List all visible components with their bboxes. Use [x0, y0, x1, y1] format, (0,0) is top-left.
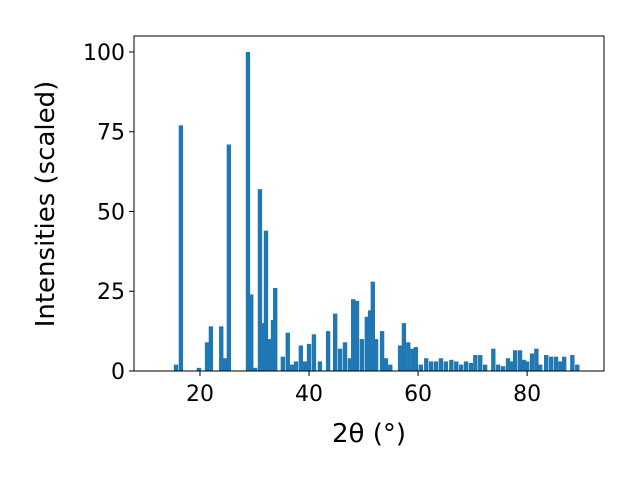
bar — [575, 364, 580, 371]
y-axis-label: Intensities (scaled) — [31, 81, 61, 328]
bar — [433, 361, 439, 371]
bar — [222, 358, 228, 371]
bar — [196, 367, 202, 371]
x-tick-label: 40 — [295, 382, 323, 407]
bar — [496, 364, 501, 371]
bar — [204, 342, 210, 371]
bar — [553, 356, 559, 371]
bar — [500, 366, 506, 371]
x-axis-label: 2θ (°) — [332, 419, 406, 449]
bar — [367, 310, 373, 371]
bar — [410, 348, 415, 371]
bar — [548, 356, 554, 371]
bar — [458, 364, 464, 371]
bar — [538, 364, 543, 371]
bar — [263, 230, 269, 371]
bar — [383, 358, 389, 371]
bar — [505, 358, 511, 371]
bar — [463, 361, 469, 371]
bar — [293, 361, 299, 371]
bar — [424, 358, 429, 371]
bar — [267, 339, 272, 371]
bar — [208, 326, 214, 371]
bar — [438, 358, 444, 371]
bar — [252, 367, 258, 371]
bar — [342, 342, 348, 371]
y-tick-label: 25 — [97, 280, 125, 305]
bar — [401, 323, 407, 371]
bar — [406, 342, 411, 371]
bar — [524, 361, 530, 371]
bar — [413, 347, 419, 371]
bar — [273, 288, 278, 371]
bar — [249, 294, 254, 371]
bar — [473, 355, 478, 371]
bar — [261, 323, 266, 371]
bar — [298, 345, 304, 371]
bar — [280, 356, 286, 371]
x-tick-label: 80 — [513, 382, 541, 407]
bar — [428, 361, 434, 371]
bar — [373, 339, 379, 371]
bar — [468, 363, 474, 371]
bar — [482, 364, 488, 371]
x-tick-label: 20 — [186, 382, 214, 407]
bar — [397, 345, 403, 371]
bar — [517, 350, 523, 371]
y-tick-label: 0 — [111, 360, 125, 385]
bar — [454, 361, 459, 371]
bar — [443, 361, 449, 371]
bar — [333, 313, 338, 371]
bar — [509, 361, 514, 371]
bar — [529, 353, 535, 371]
bar — [570, 355, 575, 371]
bar — [370, 281, 375, 371]
y-tick-label: 75 — [97, 121, 125, 146]
x-tick-label: 60 — [404, 382, 432, 407]
bar — [521, 359, 527, 371]
bar — [226, 144, 232, 371]
plot-frame — [133, 35, 605, 372]
bar — [359, 339, 365, 371]
bar — [285, 332, 290, 371]
bar — [354, 300, 360, 371]
bar — [173, 364, 179, 371]
bar — [219, 326, 224, 371]
y-tick-label: 100 — [83, 41, 125, 66]
y-tick-label: 50 — [97, 200, 125, 225]
bar — [325, 331, 331, 371]
bar — [337, 348, 343, 371]
bar — [317, 361, 323, 371]
bar — [512, 350, 518, 371]
bar — [351, 299, 356, 371]
bar — [289, 364, 295, 371]
bar — [257, 189, 263, 371]
bar — [311, 334, 317, 371]
bar — [418, 364, 423, 371]
bar — [388, 364, 393, 371]
bar — [379, 331, 385, 371]
bar — [306, 343, 312, 371]
bar — [558, 361, 563, 371]
bar — [478, 355, 483, 371]
bar — [449, 359, 454, 371]
bar — [178, 125, 184, 371]
bar — [303, 361, 308, 371]
bar — [562, 356, 567, 371]
bar — [245, 51, 251, 371]
bar — [534, 348, 539, 371]
bar — [347, 358, 353, 371]
bar — [544, 355, 549, 371]
bar — [491, 348, 496, 371]
bar — [364, 316, 369, 371]
